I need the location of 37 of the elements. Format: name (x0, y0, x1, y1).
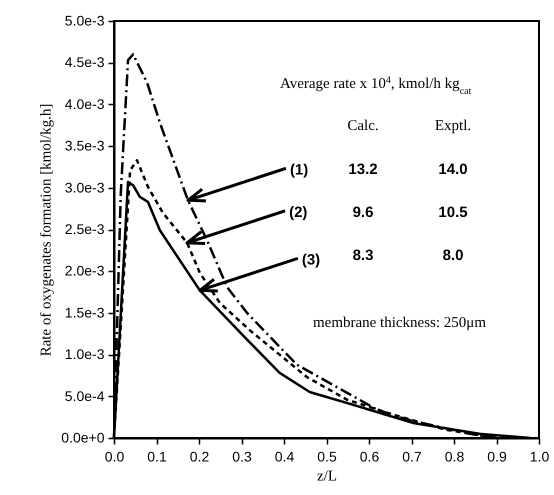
y-tick-label: 3.0e-3 (64, 179, 105, 196)
annotation: 10.5 (438, 204, 468, 221)
annotation: (1) (290, 161, 308, 178)
x-tick-label: 0.0 (104, 448, 124, 464)
x-tick-label: 0.2 (190, 448, 210, 464)
y-tick-label: 1.5e-3 (64, 304, 105, 320)
x-tick-label: 1.0 (530, 448, 550, 464)
annotation: 14.0 (438, 161, 468, 178)
annotation: (2) (289, 204, 308, 221)
x-tick-label: 0.3 (232, 448, 252, 464)
annotation: membrane thickness: 250μm (313, 315, 486, 331)
y-tick-label: 5.0e-4 (64, 388, 105, 404)
annotation: 8.3 (352, 247, 374, 264)
annotation: Calc. (347, 118, 379, 134)
y-axis-title: Rate of oxygenates formation [kmol/kg.h] (38, 104, 54, 356)
x-tick-label: 0.1 (147, 448, 167, 464)
annotation: (3) (302, 251, 320, 268)
annotation: 9.6 (352, 204, 374, 221)
x-tick-label: 0.7 (402, 448, 422, 464)
annotation: Average rate x 10$^{4}$, kmol/h kg$_{cat}$ (280, 74, 472, 96)
y-tick-label: 4.5e-3 (64, 54, 105, 70)
x-tick-label: 0.4 (274, 448, 294, 464)
x-tick-label: 0.9 (487, 448, 507, 464)
y-tick-label: 4.0e-3 (64, 96, 105, 112)
annotation: 8.0 (442, 247, 464, 264)
annotation: 13.2 (348, 161, 378, 178)
y-tick-label: 3.5e-3 (64, 138, 105, 154)
x-tick-label: 0.5 (317, 448, 337, 464)
x-tick-label: 0.8 (444, 448, 464, 464)
y-tick-label: 2.0e-3 (64, 262, 105, 279)
y-tick-label: 1.0e-3 (64, 346, 105, 362)
y-tick-label: 2.5e-3 (64, 221, 105, 237)
annotation: Exptl. (434, 118, 472, 134)
x-axis-title: z/L (317, 468, 337, 484)
y-tick-label: 0.0e+0 (61, 430, 105, 446)
y-tick-label: 5.0e-3 (64, 12, 105, 28)
x-tick-label: 0.6 (360, 448, 380, 464)
